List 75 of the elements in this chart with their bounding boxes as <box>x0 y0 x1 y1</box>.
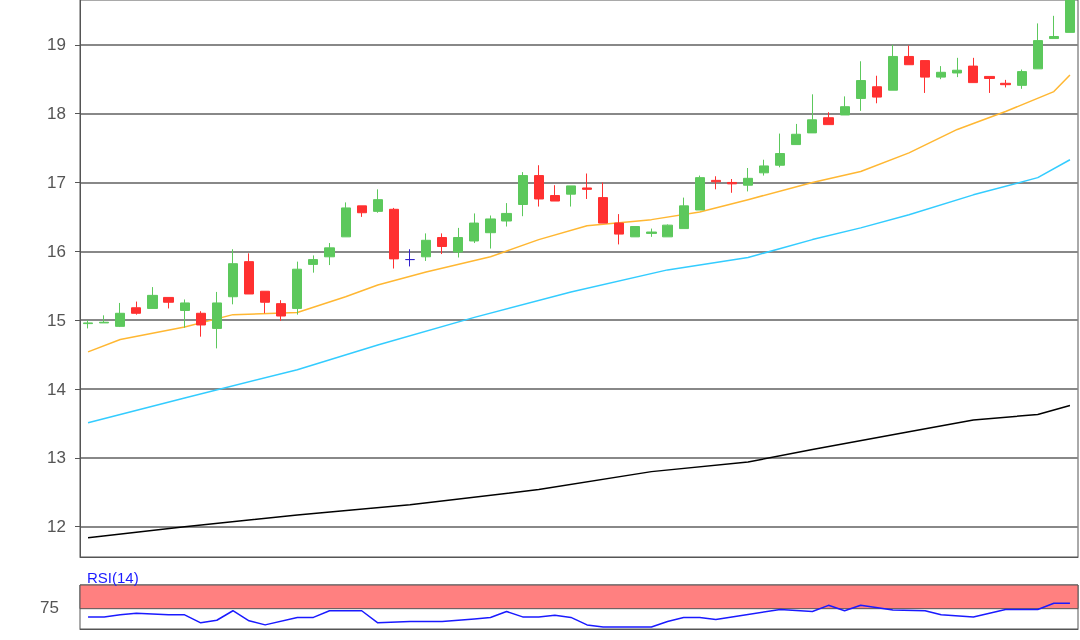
candlestick <box>83 319 93 329</box>
y-tick-label: 18 <box>47 104 66 124</box>
candlestick <box>341 201 351 238</box>
y-tick-label: 19 <box>47 35 66 55</box>
candlestick <box>872 75 882 104</box>
candlestick <box>807 93 817 134</box>
y-tick-label: 16 <box>47 241 66 261</box>
candlestick <box>276 299 286 322</box>
line-series <box>87 404 1071 539</box>
candlestick <box>791 123 801 146</box>
candlestick <box>1000 79 1011 88</box>
chart-title: RSI(14) <box>87 569 139 586</box>
text: 75 <box>40 597 59 617</box>
candlestick <box>840 95 850 116</box>
candlestick <box>920 60 930 94</box>
candlestick <box>888 44 898 91</box>
candlestick <box>630 226 640 238</box>
candlestick <box>437 232 447 255</box>
candlestick <box>968 57 978 84</box>
candlestick <box>534 164 544 208</box>
y-tick-label: 17 <box>47 172 66 192</box>
candlestick <box>695 175 705 211</box>
candlestick <box>823 111 834 126</box>
line-series <box>87 158 1071 424</box>
candlestick <box>1065 0 1075 33</box>
candlestick <box>904 44 914 66</box>
y-tick-label: 13 <box>47 448 66 468</box>
candlestick <box>99 314 109 324</box>
y-tick-label: 12 <box>47 517 66 537</box>
candlestick <box>598 181 608 224</box>
candlestick <box>646 228 657 238</box>
candlestick <box>308 254 318 274</box>
candlestick <box>679 197 689 230</box>
candlestick <box>453 227 463 258</box>
candlestick <box>244 252 254 295</box>
candlestick <box>180 299 190 329</box>
candlestick <box>324 242 335 266</box>
candlestick <box>1017 69 1027 90</box>
candlestick <box>550 184 560 202</box>
candlestick <box>228 248 238 305</box>
candlestick <box>469 212 479 244</box>
candlestick <box>952 57 962 78</box>
line-series <box>87 74 1071 353</box>
candlestick <box>856 60 866 112</box>
candlestick <box>357 205 367 218</box>
candlestick <box>936 65 946 80</box>
candlestick <box>115 302 125 328</box>
candlestick <box>662 223 673 238</box>
candlestick <box>501 202 512 228</box>
candlestick <box>147 286 158 309</box>
candlestick <box>518 171 528 217</box>
candlestick <box>984 75 995 94</box>
candlestick <box>759 159 769 177</box>
candlestick <box>260 290 270 314</box>
candlestick <box>1049 15 1059 40</box>
candlestick <box>163 296 174 309</box>
y-tick-label: 15 <box>47 310 66 330</box>
candlestick <box>1033 22 1043 70</box>
candlestick <box>292 261 302 316</box>
candlestick <box>389 207 399 270</box>
candlestick <box>743 167 753 192</box>
candlestick <box>614 213 624 245</box>
candlestick <box>582 173 592 200</box>
candlestick <box>775 133 785 168</box>
candlestick <box>421 232 431 262</box>
candlestick <box>212 291 222 349</box>
candlestick <box>196 310 206 338</box>
candlestick <box>131 301 141 316</box>
candlestick <box>727 178 737 194</box>
candlestick <box>711 175 721 190</box>
y-tick-label: 14 <box>47 379 66 399</box>
candlestick <box>485 215 496 250</box>
candlestick <box>566 185 576 208</box>
candlestick <box>405 248 415 267</box>
candlestick <box>373 188 383 214</box>
